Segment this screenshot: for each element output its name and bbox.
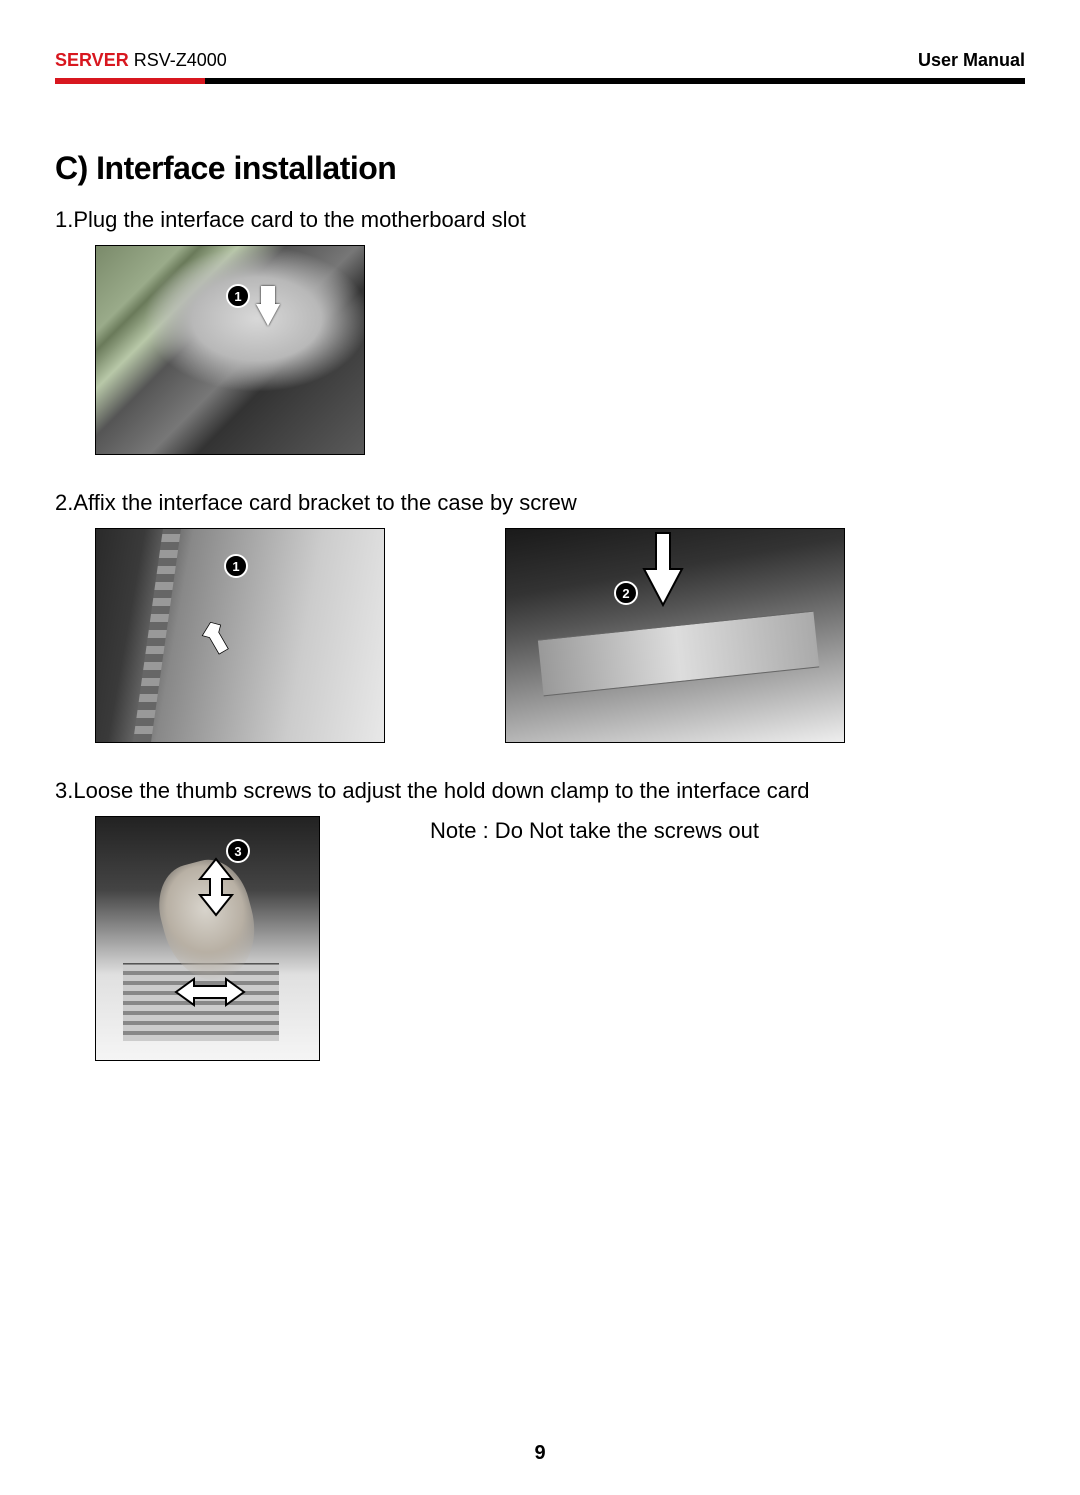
header-rule — [55, 78, 1025, 84]
figure-2b: 2 — [505, 528, 845, 743]
rule-red — [55, 78, 205, 84]
badge-2b: 2 — [614, 581, 638, 605]
badge-2a: 1 — [224, 554, 248, 578]
header-right: User Manual — [918, 50, 1025, 71]
step-3-note: Note : Do Not take the screws out — [430, 816, 759, 844]
step-3-text: 3.Loose the thumb screws to adjust the h… — [55, 778, 1025, 804]
section-title: C) Interface installation — [55, 150, 1025, 187]
figure-1-photo — [96, 246, 364, 454]
figure-1: 1 — [95, 245, 365, 455]
content: C) Interface installation 1.Plug the int… — [55, 150, 1025, 1061]
figure-3-photo — [96, 817, 319, 1060]
arrow-down-outline-icon — [640, 531, 686, 609]
page-number: 9 — [0, 1442, 1080, 1465]
figure-2a: 1 — [95, 528, 385, 743]
model-label: RSV-Z4000 — [129, 50, 227, 70]
header-left: SERVER RSV-Z4000 — [55, 50, 227, 71]
badge-1: 1 — [226, 284, 250, 308]
page-header: SERVER RSV-Z4000 User Manual — [55, 50, 1025, 71]
step-2-figures: 1 2 — [55, 528, 1025, 743]
arrow-diagonal-icon — [201, 619, 237, 655]
arrow-leftright-icon — [174, 977, 246, 1007]
badge-3: 3 — [226, 839, 250, 863]
server-label: SERVER — [55, 50, 129, 70]
arrow-updown-icon — [194, 857, 238, 917]
step-1-figures: 1 — [55, 245, 1025, 455]
step-2-text: 2.Affix the interface card bracket to th… — [55, 490, 1025, 516]
figure-3: 3 — [95, 816, 320, 1061]
rule-black — [205, 78, 1025, 84]
arrow-down-icon — [256, 304, 280, 326]
step-3-row: 3 Note : Do Not take the screws out — [55, 816, 1025, 1061]
step-1-text: 1.Plug the interface card to the motherb… — [55, 207, 1025, 233]
